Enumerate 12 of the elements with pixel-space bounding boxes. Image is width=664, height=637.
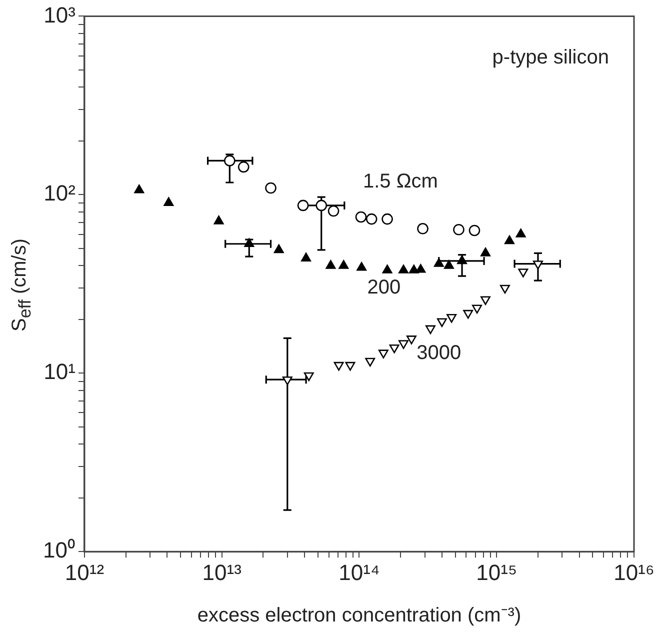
y-tick-label: 10³ — [44, 2, 76, 28]
series-label: 1.5 Ωcm — [362, 170, 438, 193]
annotation: p-type silicon — [492, 46, 609, 69]
series-label: 3000 — [416, 342, 462, 364]
x-tick-label: 10¹⁶ — [614, 560, 654, 585]
x-tick-label: 10¹⁴ — [338, 560, 380, 585]
x-tick-label: 10¹³ — [202, 560, 242, 585]
x-tick-label: 10¹⁵ — [476, 560, 518, 585]
y-tick-label: 10¹ — [44, 359, 76, 384]
y-tick-label: 10² — [44, 180, 76, 206]
x-axis-title: excess electron concentration (cm⁻³) — [197, 604, 522, 627]
series-label: 200 — [367, 276, 401, 299]
